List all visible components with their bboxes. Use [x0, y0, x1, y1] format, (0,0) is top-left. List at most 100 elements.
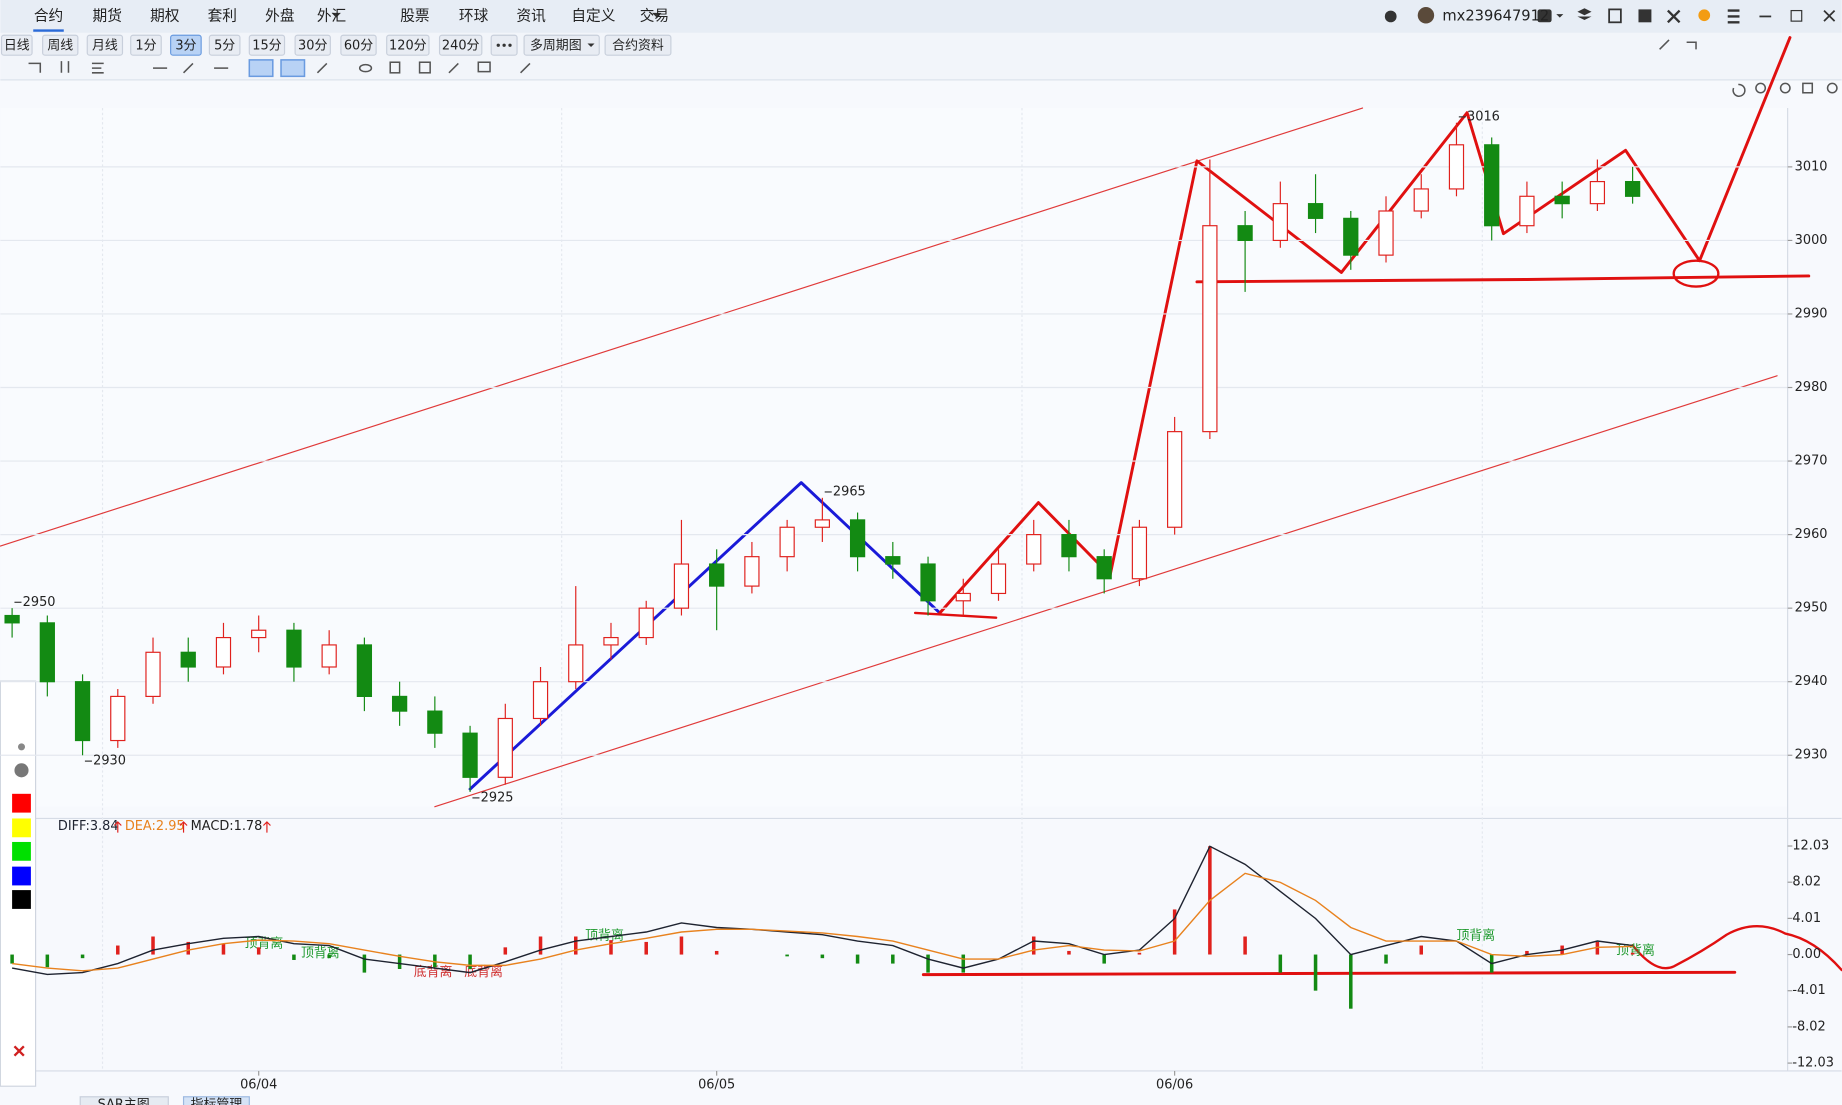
bottom-tabs	[79, 1096, 250, 1105]
period-button[interactable]	[42, 34, 79, 56]
period-button[interactable]	[130, 34, 162, 56]
user-icons	[1384, 7, 1836, 24]
y-tick-label: -12.03	[1792, 1056, 1834, 1071]
y-tick-label: 4.01	[1792, 911, 1821, 926]
menu-item[interactable]: 期货	[93, 7, 122, 24]
menu-item[interactable]: 自定义	[571, 7, 615, 24]
candle-body	[920, 563, 936, 602]
drawing-tools[interactable]	[28, 39, 1838, 98]
period-button[interactable]	[294, 34, 331, 56]
arrow-icon	[113, 821, 271, 833]
candle-body	[849, 519, 866, 558]
candle-body	[638, 607, 654, 639]
candle-body	[532, 681, 549, 720]
candle-body	[779, 526, 795, 558]
candle-body	[1484, 144, 1500, 227]
annotation: 顶背离	[585, 927, 624, 943]
period-label: 月线	[92, 38, 118, 53]
extreme-label: 2950	[23, 595, 56, 610]
period-button[interactable]	[604, 34, 672, 56]
y-tick-label: 2940	[1795, 674, 1828, 689]
tab-label[interactable]: SAR主图	[98, 1098, 150, 1105]
period-label: 15分	[252, 38, 281, 53]
username[interactable]: mx239647912	[1442, 7, 1549, 24]
divergence-labels: 顶背离 顶背离 顶背离 顶背离 顶背离 底背离 底背离	[245, 927, 1655, 979]
candle-body	[1131, 526, 1148, 580]
extreme-label: 3016	[1467, 109, 1500, 124]
candle-body	[1061, 534, 1077, 558]
period-label: 5分	[214, 38, 235, 53]
more-button[interactable]	[490, 34, 518, 56]
legend-entry: DIFF:3.84	[58, 819, 119, 834]
candle-body	[110, 695, 126, 742]
y-tick-label: 2950	[1795, 601, 1828, 616]
period-button[interactable]	[438, 34, 483, 56]
menu-item[interactable]: 外盘	[265, 6, 295, 24]
y-tick-label: 2930	[1795, 748, 1828, 763]
period-label: 多周期图	[530, 38, 582, 53]
x-tick-label: 06/04	[240, 1078, 277, 1093]
y-tick-label: 2960	[1795, 527, 1828, 542]
period-label: 日线	[4, 38, 30, 53]
dropdown-arrow	[587, 43, 595, 47]
x-tick-label: 06/06	[1156, 1078, 1193, 1093]
candle-body	[885, 556, 901, 565]
period-label: 60分	[344, 38, 373, 53]
menu-item[interactable]: 环球	[459, 7, 489, 24]
y-tick-label: 2980	[1795, 380, 1828, 395]
candle-body	[1624, 180, 1641, 197]
candle-body	[1096, 556, 1112, 580]
y-tick-label: 8.02	[1792, 875, 1821, 890]
candle-body	[1307, 203, 1324, 219]
y-tick-label: 3010	[1795, 159, 1828, 174]
candle-body	[990, 563, 1007, 595]
menu-item[interactable]: 外汇	[317, 7, 346, 24]
candle-body	[1272, 203, 1288, 242]
extreme-label: 2930	[93, 754, 126, 769]
y-tick-label: 2970	[1795, 454, 1828, 469]
candle-body	[1519, 195, 1535, 227]
candle-body	[1026, 534, 1042, 565]
candle-body	[814, 519, 830, 528]
candle-body	[1237, 225, 1253, 242]
candle-body	[286, 629, 302, 668]
period-button[interactable]	[170, 34, 202, 56]
y-tick-label: 12.03	[1792, 839, 1829, 854]
menu-item[interactable]: 资讯	[516, 7, 546, 24]
period-button[interactable]	[0, 34, 33, 56]
period-button[interactable]	[523, 34, 600, 56]
menu-item[interactable]: 股票	[400, 7, 429, 24]
candle-body	[4, 614, 20, 624]
period-label: 3分	[175, 38, 196, 53]
menu-item[interactable]: 交易	[640, 6, 669, 24]
extreme-label: 2965	[833, 484, 866, 499]
candle-body	[145, 651, 161, 697]
annotation: 底背离	[414, 964, 453, 980]
period-button[interactable]	[86, 34, 124, 56]
menu-item[interactable]: 期权	[150, 7, 180, 24]
x-tick-label: 06/05	[698, 1078, 735, 1093]
annotation: 顶背离	[1616, 943, 1655, 959]
menu-item[interactable]: 套利	[208, 7, 237, 24]
candle-body	[1343, 217, 1359, 256]
macd-line	[12, 872, 1633, 972]
period-button[interactable]	[386, 34, 430, 56]
candle-body	[462, 732, 478, 778]
period-button[interactable]	[208, 34, 241, 56]
candle-body	[1167, 431, 1183, 528]
period-button[interactable]	[340, 34, 377, 56]
candle-body	[1378, 210, 1394, 256]
menu-item[interactable]: 合约	[34, 7, 63, 24]
period-button[interactable]	[248, 34, 286, 56]
candle-body	[391, 695, 408, 712]
candle-body	[356, 644, 373, 697]
candle-body	[568, 644, 584, 683]
tab-label[interactable]: 指标管理	[191, 1098, 243, 1105]
period-label: 1分	[135, 38, 156, 53]
side-palette	[0, 680, 37, 1087]
candle-body	[1413, 188, 1429, 212]
candle-body	[744, 556, 760, 587]
candle-body	[497, 717, 513, 778]
